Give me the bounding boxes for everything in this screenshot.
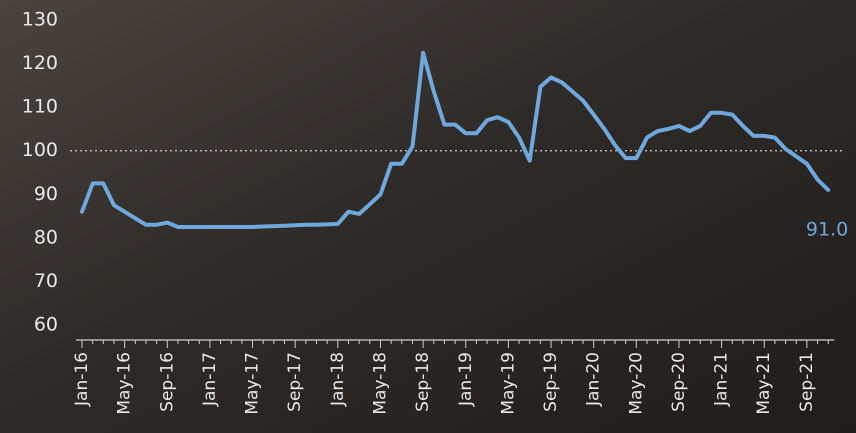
x-tick-label: Jan-21 [712, 352, 732, 407]
x-tick-label: May-17 [243, 352, 263, 415]
x-tick-label: Jan-16 [72, 352, 92, 407]
y-tick-label: 120 [22, 52, 58, 74]
y-tick-label: 90 [34, 183, 58, 205]
x-tick-label: May-18 [370, 352, 390, 415]
x-tick-label: Jan-17 [200, 352, 220, 407]
x-tick-label: May-16 [115, 352, 135, 415]
x-tick-label: Jan-18 [328, 352, 348, 407]
data-line [80, 50, 831, 229]
y-tick-label: 110 [22, 96, 58, 118]
x-tick-label: Jan-19 [456, 352, 476, 407]
x-tick-label: Sep-17 [285, 352, 305, 412]
y-tick-label: 80 [34, 226, 58, 248]
x-tick-label: Sep-16 [157, 352, 177, 412]
x-tick-label: May-19 [498, 352, 518, 415]
y-tick-label: 70 [34, 270, 58, 292]
x-tick-label: Sep-21 [797, 352, 817, 412]
x-tick-label: Sep-18 [413, 352, 433, 412]
x-tick-label: Jan-20 [584, 352, 604, 407]
x-tick-label: Sep-20 [669, 352, 689, 412]
x-tick-label: May-21 [754, 352, 774, 415]
y-tick-label: 100 [22, 139, 58, 161]
x-tick-label: Sep-19 [541, 352, 561, 412]
value-label: 91.0 [806, 218, 848, 240]
y-tick-label: 60 [34, 314, 58, 336]
y-tick-label: 130 [22, 9, 58, 31]
x-tick-label: May-20 [626, 352, 646, 415]
